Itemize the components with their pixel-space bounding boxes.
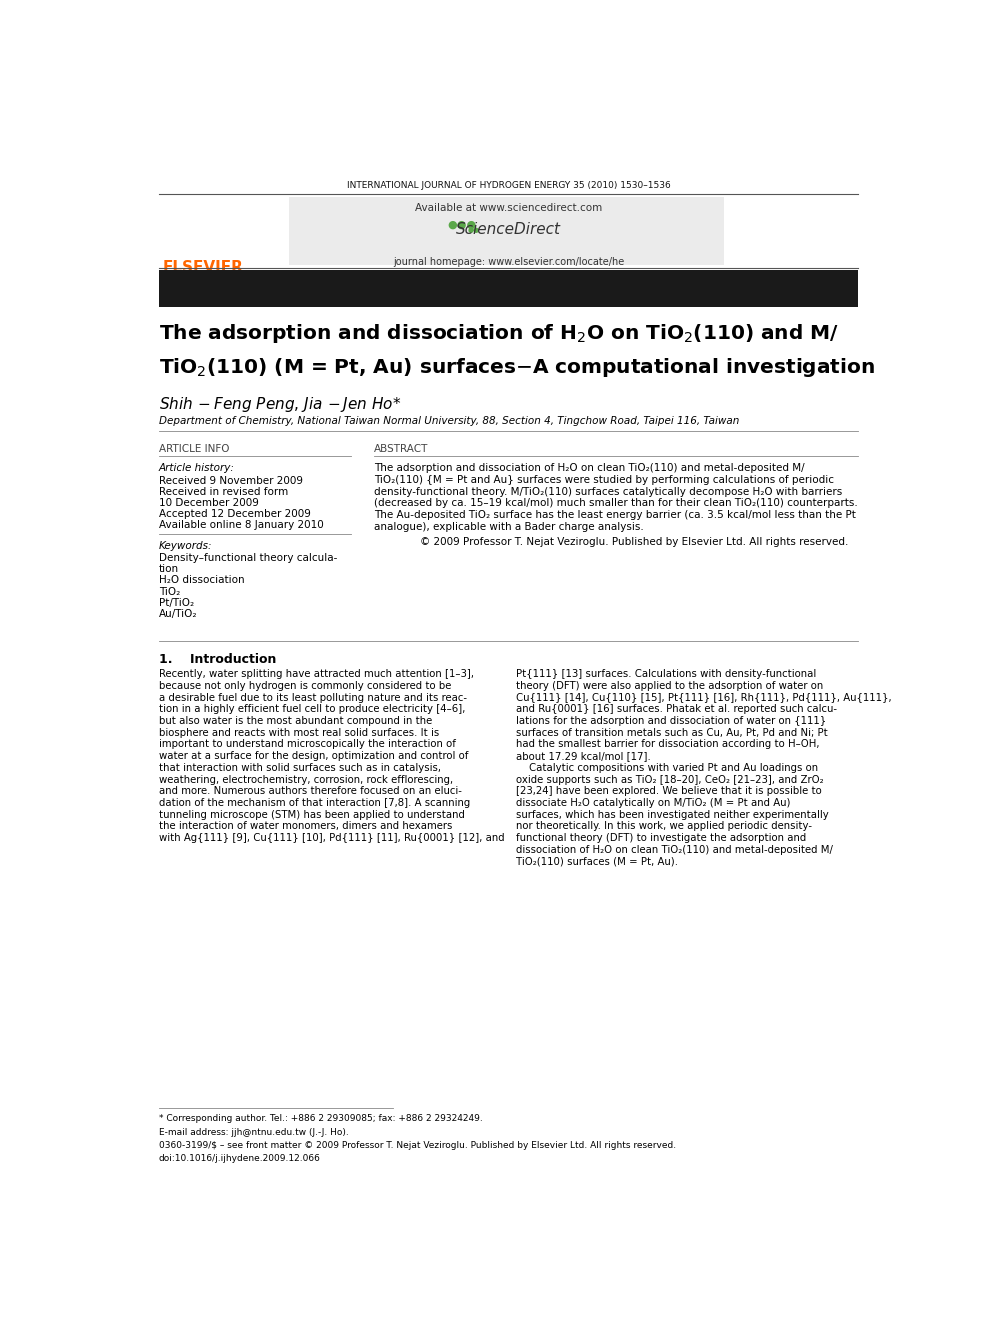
Text: the interaction of water monomers, dimers and hexamers: the interaction of water monomers, dimer… xyxy=(159,822,452,831)
Text: and Ru{0001} [16] surfaces. Phatak et al. reported such calcu-: and Ru{0001} [16] surfaces. Phatak et al… xyxy=(516,704,837,714)
Text: with Ag{111} [9], Cu{111} [10], Pd{111} [11], Ru{0001} [12], and: with Ag{111} [9], Cu{111} [10], Pd{111} … xyxy=(159,833,504,843)
Text: lations for the adsorption and dissociation of water on {111}: lations for the adsorption and dissociat… xyxy=(516,716,826,726)
Text: theory (DFT) were also applied to the adsorption of water on: theory (DFT) were also applied to the ad… xyxy=(516,681,823,691)
Text: ELSEVIER: ELSEVIER xyxy=(163,259,243,275)
Text: ScienceDirect: ScienceDirect xyxy=(456,222,560,237)
Text: but also water is the most abundant compound in the: but also water is the most abundant comp… xyxy=(159,716,432,726)
Text: TiO$_2$(110) (M = Pt, Au) surfaces$-$A computational investigation: TiO$_2$(110) (M = Pt, Au) surfaces$-$A c… xyxy=(159,356,875,380)
Text: Keywords:: Keywords: xyxy=(159,541,212,550)
FancyBboxPatch shape xyxy=(159,270,858,307)
Text: The adsorption and dissociation of H₂O on clean TiO₂(110) and metal-deposited M/: The adsorption and dissociation of H₂O o… xyxy=(374,463,805,474)
Text: surfaces of transition metals such as Cu, Au, Pt, Pd and Ni; Pt: surfaces of transition metals such as Cu… xyxy=(516,728,828,738)
Text: Au/TiO₂: Au/TiO₂ xyxy=(159,609,197,619)
Text: Received in revised form: Received in revised form xyxy=(159,487,288,496)
Text: had the smallest barrier for dissociation according to H–OH,: had the smallest barrier for dissociatio… xyxy=(516,740,819,749)
Text: tion in a highly efficient fuel cell to produce electricity [4–6],: tion in a highly efficient fuel cell to … xyxy=(159,704,465,714)
Text: Article history:: Article history: xyxy=(159,463,234,474)
Text: dation of the mechanism of that interaction [7,8]. A scanning: dation of the mechanism of that interact… xyxy=(159,798,470,808)
Text: E-mail address: jjh@ntnu.edu.tw (J.-J. Ho).: E-mail address: jjh@ntnu.edu.tw (J.-J. H… xyxy=(159,1127,348,1136)
Text: ●●: ●● xyxy=(467,228,480,233)
Text: journal homepage: www.elsevier.com/locate/he: journal homepage: www.elsevier.com/locat… xyxy=(393,257,624,266)
Text: 10 December 2009: 10 December 2009 xyxy=(159,497,259,508)
Text: weathering, electrochemistry, corrosion, rock efflorescing,: weathering, electrochemistry, corrosion,… xyxy=(159,774,452,785)
Text: $\it{Shih\/-Feng\ Peng}$, $\it{Jia\/-Jen\ Ho}$*: $\it{Shih\/-Feng\ Peng}$, $\it{Jia\/-Jen… xyxy=(159,396,401,414)
Text: Accepted 12 December 2009: Accepted 12 December 2009 xyxy=(159,509,310,519)
Text: TiO₂(110) {M = Pt and Au} surfaces were studied by performing calculations of pe: TiO₂(110) {M = Pt and Au} surfaces were … xyxy=(374,475,834,486)
Text: nor theoretically. In this work, we applied periodic density-: nor theoretically. In this work, we appl… xyxy=(516,822,812,831)
Text: © 2009 Professor T. Nejat Veziroglu. Published by Elsevier Ltd. All rights reser: © 2009 Professor T. Nejat Veziroglu. Pub… xyxy=(420,537,848,546)
Text: Pt/TiO₂: Pt/TiO₂ xyxy=(159,598,193,607)
Text: * Corresponding author. Tel.: +886 2 29309085; fax: +886 2 29324249.: * Corresponding author. Tel.: +886 2 293… xyxy=(159,1114,482,1123)
Text: The Au-deposited TiO₂ surface has the least energy barrier (ca. 3.5 kcal/mol les: The Au-deposited TiO₂ surface has the le… xyxy=(374,511,856,520)
Text: dissociation of H₂O on clean TiO₂(110) and metal-deposited M/: dissociation of H₂O on clean TiO₂(110) a… xyxy=(516,845,833,855)
Text: tunneling microscope (STM) has been applied to understand: tunneling microscope (STM) has been appl… xyxy=(159,810,464,820)
Text: a desirable fuel due to its least polluting nature and its reac-: a desirable fuel due to its least pollut… xyxy=(159,692,466,703)
Text: Received 9 November 2009: Received 9 November 2009 xyxy=(159,475,303,486)
Text: [23,24] have been explored. We believe that it is possible to: [23,24] have been explored. We believe t… xyxy=(516,786,821,796)
Text: surfaces, which has been investigated neither experimentally: surfaces, which has been investigated ne… xyxy=(516,810,829,820)
Text: because not only hydrogen is commonly considered to be: because not only hydrogen is commonly co… xyxy=(159,681,451,691)
Text: ●●●: ●●● xyxy=(447,220,477,230)
Text: Cu{111} [14], Cu{110} [15], Pt{111} [16], Rh{111}, Pd{111}, Au{111},: Cu{111} [14], Cu{110} [15], Pt{111} [16]… xyxy=(516,692,892,703)
Text: Department of Chemistry, National Taiwan Normal University, 88, Section 4, Tingc: Department of Chemistry, National Taiwan… xyxy=(159,417,739,426)
Text: analogue), explicable with a Bader charge analysis.: analogue), explicable with a Bader charg… xyxy=(374,523,644,532)
Text: The adsorption and dissociation of H$_2$O on TiO$_2$(110) and M/: The adsorption and dissociation of H$_2$… xyxy=(159,321,838,345)
Text: Catalytic compositions with varied Pt and Au loadings on: Catalytic compositions with varied Pt an… xyxy=(516,763,818,773)
Text: ABSTRACT: ABSTRACT xyxy=(374,445,429,454)
Text: that interaction with solid surfaces such as in catalysis,: that interaction with solid surfaces suc… xyxy=(159,763,440,773)
Text: H₂O dissociation: H₂O dissociation xyxy=(159,576,244,585)
Text: Recently, water splitting have attracted much attention [1–3],: Recently, water splitting have attracted… xyxy=(159,669,473,679)
Text: (decreased by ca. 15–19 kcal/mol) much smaller than for their clean TiO₂(110) co: (decreased by ca. 15–19 kcal/mol) much s… xyxy=(374,499,858,508)
Text: 1.    Introduction: 1. Introduction xyxy=(159,652,276,665)
Text: water at a surface for the design, optimization and control of: water at a surface for the design, optim… xyxy=(159,751,468,761)
Text: about 17.29 kcal/mol [17].: about 17.29 kcal/mol [17]. xyxy=(516,751,651,761)
Text: Available at www.sciencedirect.com: Available at www.sciencedirect.com xyxy=(415,202,602,213)
Text: functional theory (DFT) to investigate the adsorption and: functional theory (DFT) to investigate t… xyxy=(516,833,806,843)
Text: INTERNATIONAL JOURNAL OF HYDROGEN ENERGY 35 (2010) 1530–1536: INTERNATIONAL JOURNAL OF HYDROGEN ENERGY… xyxy=(346,181,671,191)
Text: tion: tion xyxy=(159,564,179,574)
Text: density-functional theory. M/TiO₂(110) surfaces catalytically decompose H₂O with: density-functional theory. M/TiO₂(110) s… xyxy=(374,487,842,496)
Text: and more. Numerous authors therefore focused on an eluci-: and more. Numerous authors therefore foc… xyxy=(159,786,461,796)
Text: ARTICLE INFO: ARTICLE INFO xyxy=(159,445,229,454)
Text: doi:10.1016/j.ijhydene.2009.12.066: doi:10.1016/j.ijhydene.2009.12.066 xyxy=(159,1154,320,1163)
Text: oxide supports such as TiO₂ [18–20], CeO₂ [21–23], and ZrO₂: oxide supports such as TiO₂ [18–20], CeO… xyxy=(516,774,823,785)
Text: Pt{111} [13] surfaces. Calculations with density-functional: Pt{111} [13] surfaces. Calculations with… xyxy=(516,669,816,679)
FancyBboxPatch shape xyxy=(290,197,724,265)
Text: 0360-3199/$ – see front matter © 2009 Professor T. Nejat Veziroglu. Published by: 0360-3199/$ – see front matter © 2009 Pr… xyxy=(159,1140,676,1150)
Text: Density–functional theory calcula-: Density–functional theory calcula- xyxy=(159,553,337,564)
Text: Available online 8 January 2010: Available online 8 January 2010 xyxy=(159,520,323,531)
Text: important to understand microscopically the interaction of: important to understand microscopically … xyxy=(159,740,455,749)
Text: dissociate H₂O catalytically on M/TiO₂ (M = Pt and Au): dissociate H₂O catalytically on M/TiO₂ (… xyxy=(516,798,791,808)
Text: TiO₂: TiO₂ xyxy=(159,586,180,597)
Text: TiO₂(110) surfaces (M = Pt, Au).: TiO₂(110) surfaces (M = Pt, Au). xyxy=(516,856,679,867)
Text: biosphere and reacts with most real solid surfaces. It is: biosphere and reacts with most real soli… xyxy=(159,728,438,738)
